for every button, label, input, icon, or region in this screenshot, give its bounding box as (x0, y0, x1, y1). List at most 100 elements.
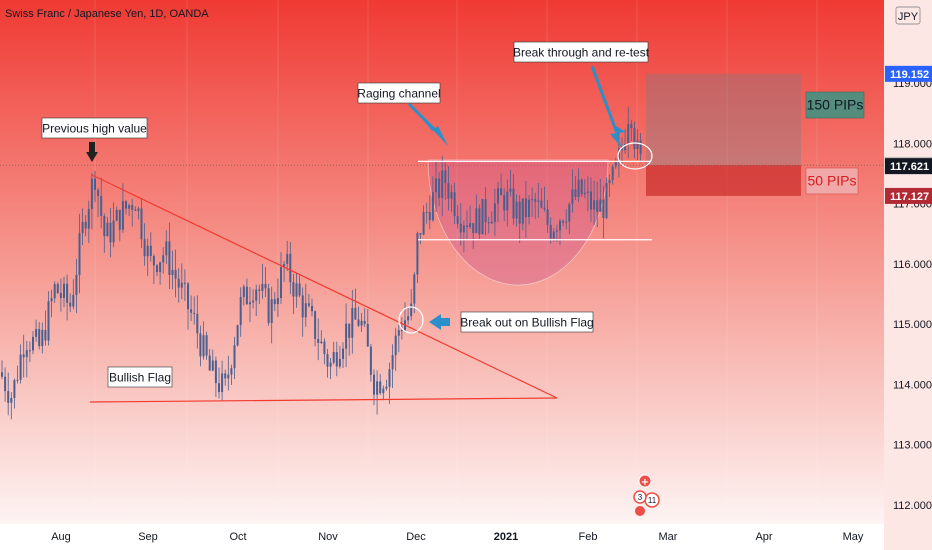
candle-body (224, 373, 227, 379)
currency-label: JPY (898, 11, 919, 23)
candle-body (165, 241, 168, 256)
flag-trend-line (91, 174, 558, 399)
profit-pips-label: 150 PIPs (807, 97, 864, 113)
candle-body (596, 200, 599, 212)
trade-badge-b-label: 11 (648, 496, 657, 505)
flag-base-line (89, 397, 558, 403)
candle-body (221, 373, 224, 393)
candle-body (289, 253, 292, 283)
candle-body (236, 325, 239, 346)
drawings (86, 65, 653, 403)
candle-body (546, 209, 549, 225)
candle-body (351, 307, 354, 338)
candle-body (286, 253, 289, 264)
candle-body (621, 148, 623, 151)
candle-body (233, 345, 236, 369)
channel-arrow-shaft (407, 102, 440, 135)
candle-body (72, 294, 75, 307)
candle-body (149, 245, 152, 257)
candle-body (348, 323, 351, 338)
retest-arrow-shaft (590, 65, 620, 137)
candle-body (614, 160, 617, 167)
candle-body (583, 192, 586, 195)
y-tick-label: 114.000 (893, 379, 932, 391)
trade-badges[interactable]: +3 11 (633, 474, 660, 516)
candle-body (97, 189, 100, 196)
candle-body (624, 144, 627, 151)
candle-body (475, 208, 478, 234)
candle-body (307, 303, 310, 306)
candle-body (478, 208, 481, 235)
candle-body (431, 192, 434, 221)
candle-body (444, 170, 447, 184)
candle-body (280, 267, 282, 298)
x-tick-label: May (843, 531, 864, 543)
candle-body (273, 299, 276, 305)
candle-body (320, 341, 323, 343)
candle-body (255, 289, 258, 301)
candle-body (131, 205, 134, 210)
candle-body (447, 183, 450, 199)
candle-body (633, 128, 636, 150)
candle-body (397, 330, 400, 336)
candle-body (25, 350, 28, 358)
candle-body (311, 305, 313, 312)
candle-body (199, 333, 202, 357)
candle-body (283, 263, 286, 268)
loss-pips-label: 50 PIPs (807, 173, 856, 189)
profit-zone (646, 73, 801, 166)
grid-lines (94, 0, 818, 524)
candle-body (509, 188, 512, 192)
candle-body (90, 178, 93, 210)
candle-body (450, 192, 453, 199)
candle-body (565, 221, 568, 223)
previous-high-box (41, 117, 148, 139)
candle-body (276, 297, 279, 305)
candle-body (512, 188, 515, 219)
currency-badge[interactable] (895, 6, 921, 25)
candle-body (388, 369, 391, 387)
candle-body (38, 329, 41, 347)
candles (1, 106, 642, 420)
candle-body (518, 201, 521, 224)
breakout-box (460, 311, 594, 333)
candle-body (441, 170, 444, 198)
candle-body (202, 335, 205, 357)
candle-body (531, 199, 534, 201)
candle-body (568, 204, 571, 222)
candle-body (258, 289, 261, 291)
raging-channel-box (357, 82, 441, 104)
chart-title: Swiss Franc / Japanese Yen, 1D, OANDA (5, 8, 209, 20)
candle-body (490, 221, 493, 224)
price-tag-label: 117.127 (890, 191, 929, 203)
candle-body (590, 191, 592, 210)
candle-body (41, 329, 44, 347)
candle-body (16, 379, 19, 381)
candle-body (528, 199, 530, 218)
candle-body (168, 241, 171, 276)
candle-body (298, 283, 301, 296)
candle-body (366, 324, 369, 347)
candle-body (466, 225, 468, 228)
candle-body (146, 245, 149, 257)
candle-body (174, 269, 177, 279)
candle-body (304, 303, 307, 318)
profit-pips-box (805, 91, 865, 119)
price-tag (885, 158, 932, 175)
candle-body (506, 191, 509, 211)
candle-body (156, 265, 158, 273)
retest-circle (617, 142, 653, 170)
candle-body (47, 301, 50, 341)
candle-body (59, 292, 62, 298)
candle-body (453, 192, 456, 217)
candle-body (121, 201, 124, 230)
candle-body (534, 199, 537, 202)
candle-body (32, 336, 34, 351)
candle-body (162, 255, 165, 263)
candle-body (360, 320, 363, 326)
candle-body (574, 189, 577, 197)
candle-body (152, 256, 155, 266)
loss-pips-box (805, 167, 859, 195)
